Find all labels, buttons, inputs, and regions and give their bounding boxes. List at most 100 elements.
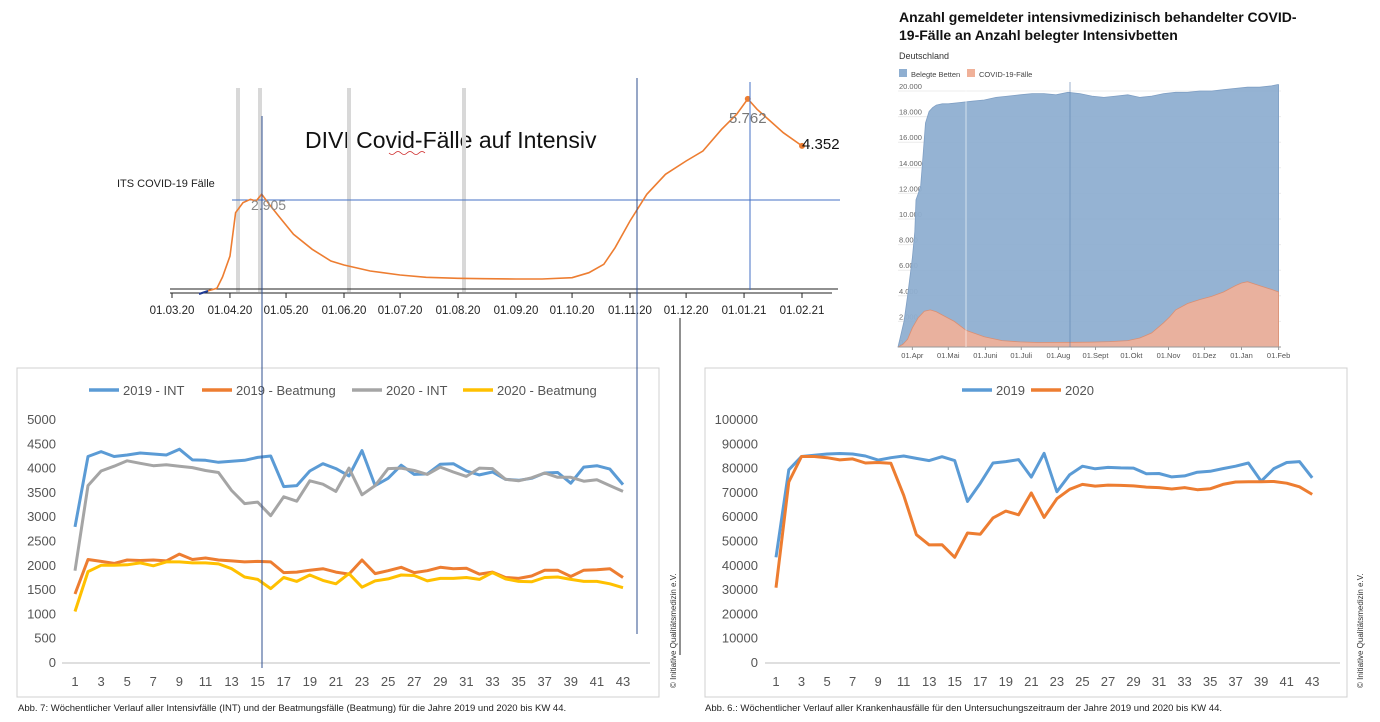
legend-swatch-covid	[967, 69, 975, 77]
kh-y-tick-label: 20000	[722, 606, 758, 621]
kh-x-tick-label: 23	[1050, 674, 1064, 689]
int-x-tick-label: 13	[224, 674, 238, 689]
int-y-tick-label: 3500	[27, 485, 56, 500]
kh-y-tick-label: 50000	[722, 534, 758, 549]
kh-y-tick-label: 0	[751, 655, 758, 670]
area-y-tick-label: 12.000	[899, 184, 922, 193]
int-beatmung-chart: 0 500 1000 1500 2000 2500 3000 3500 4000 4500 5000…	[27, 383, 650, 689]
kh-x-tick-label: 43	[1305, 674, 1319, 689]
area-x-tick-label: 01.Apr	[901, 351, 924, 360]
kh-x-tick-label: 7	[849, 674, 856, 689]
int-x-tick-label: 9	[176, 674, 183, 689]
int-x-tick-label: 27	[407, 674, 421, 689]
int-legend-label: 2019 - INT	[123, 383, 184, 398]
area-x-tick-label: 01.Okt	[1120, 351, 1143, 360]
int-x-tick-label: 33	[485, 674, 499, 689]
kh-x-tick-label: 13	[922, 674, 936, 689]
int-y-tick-label: 1000	[27, 606, 56, 621]
kh-x-tick-label: 15	[948, 674, 962, 689]
divi-x-tick-label: 01.06.20	[322, 305, 367, 317]
krankenhaus-chart: 0 10000 20000 30000 40000 50000 60000 70000 8000…	[715, 383, 1340, 689]
area-title-line2: 19-Fälle an Anzahl belegter Intensivbett…	[899, 27, 1178, 43]
divi-annotation-label: 5.762	[729, 110, 767, 127]
int-x-tick-label: 25	[381, 674, 395, 689]
kh-x-tick-label: 27	[1101, 674, 1115, 689]
int-chart-frame	[16, 367, 660, 698]
divi-gray-band	[258, 88, 262, 292]
area-x-tick-label: 01.Nov	[1157, 351, 1181, 360]
divi-x-tick-label: 01.07.20	[378, 305, 423, 317]
int-x-tick-label: 35	[511, 674, 525, 689]
kh-series-line	[774, 451, 1314, 558]
area-y-tick-label: 20.000	[899, 82, 922, 91]
int-x-tick-label: 5	[124, 674, 131, 689]
legend-label-covid: COVID-19-Fälle	[979, 70, 1032, 79]
kh-x-tick-label: 37	[1228, 674, 1242, 689]
kh-x-tick-label: 17	[973, 674, 987, 689]
area-x-tick-label: 01.Jan	[1230, 351, 1253, 360]
intensive-area-chart: Anzahl gemeldeter intensivmedizinisch be…	[897, 9, 1297, 360]
kh-x-tick-label: 33	[1177, 674, 1191, 689]
kh-chart-frame	[704, 367, 1348, 698]
divi-x-tick-label: 01.03.20	[150, 305, 195, 317]
kh-x-tick-label: 3	[798, 674, 805, 689]
kh-x-tick-label: 39	[1254, 674, 1268, 689]
int-x-tick-label: 17	[277, 674, 291, 689]
kh-x-tick-label: 41	[1279, 674, 1293, 689]
kh-legend-label: 2020	[1065, 383, 1094, 398]
kh-x-tick-label: 25	[1075, 674, 1089, 689]
int-legend-label: 2020 - INT	[386, 383, 447, 398]
divi-ylabel: ITS COVID-19 Fälle	[117, 178, 215, 190]
divi-title: DIVI Covid-Fälle auf Intensiv	[305, 127, 597, 153]
kh-y-tick-label: 90000	[722, 436, 758, 451]
spellcheck-underline	[388, 151, 426, 155]
area-x-tick-label: 01.Dez	[1193, 351, 1217, 360]
int-y-tick-label: 2000	[27, 558, 56, 573]
int-x-tick-label: 3	[97, 674, 104, 689]
divi-x-tick-label: 01.04.20	[208, 305, 253, 317]
int-y-tick-label: 4000	[27, 461, 56, 476]
int-series-line	[73, 560, 624, 612]
kh-x-tick-label: 19	[999, 674, 1013, 689]
int-x-tick-label: 31	[459, 674, 473, 689]
int-watermark: © Initiative Qualitätsmedizin e.V.	[669, 573, 678, 688]
area-y-tick-label: 18.000	[899, 108, 922, 117]
int-y-tick-label: 4500	[27, 436, 56, 451]
divi-x-tick-label: 01.08.20	[436, 305, 481, 317]
kh-x-tick-label: 31	[1152, 674, 1166, 689]
divi-annotation-label: 2.905	[251, 197, 286, 213]
int-y-tick-label: 3000	[27, 509, 56, 524]
int-x-tick-label: 23	[355, 674, 369, 689]
area-series-belegte-betten	[897, 84, 1279, 348]
int-x-tick-label: 37	[537, 674, 551, 689]
area-x-tick-label: 01.Juli	[1010, 351, 1032, 360]
int-y-tick-label: 0	[49, 655, 56, 670]
legend-swatch-betten	[899, 69, 907, 77]
int-x-tick-label: 43	[616, 674, 630, 689]
area-x-tick-label: 01.Feb	[1267, 351, 1290, 360]
divi-chart: DIVI Covid-Fälle auf Intensiv ITS COVID-…	[117, 88, 840, 317]
int-y-tick-label: 1500	[27, 582, 56, 597]
divi-annotation-label: 4.352	[802, 136, 840, 153]
legend-label-betten: Belegte Betten	[911, 70, 960, 79]
divi-annotation-marker	[744, 95, 751, 102]
area-y-tick-label: 10.000	[899, 210, 922, 219]
int-x-tick-label: 1	[71, 674, 78, 689]
divi-gray-band	[462, 88, 466, 292]
divi-x-tick-label: 01.05.20	[264, 305, 309, 317]
divi-x-tick-label: 01.10.20	[550, 305, 595, 317]
kh-x-tick-label: 21	[1024, 674, 1038, 689]
kh-x-tick-label: 11	[897, 674, 911, 689]
divi-x-tick-label: 01.11.20	[608, 305, 652, 317]
int-y-tick-label: 5000	[27, 412, 56, 427]
divi-gray-band	[347, 88, 351, 292]
int-series-line	[73, 459, 624, 571]
kh-series-line	[774, 455, 1313, 588]
int-x-tick-label: 19	[303, 674, 317, 689]
overlay-annotations	[261, 78, 751, 668]
area-x-tick-label: 01.Juni	[973, 351, 998, 360]
area-title-line1: Anzahl gemeldeter intensivmedizinisch be…	[899, 9, 1297, 25]
area-series-covid-faelle	[897, 281, 1279, 348]
kh-y-tick-label: 70000	[722, 485, 758, 500]
